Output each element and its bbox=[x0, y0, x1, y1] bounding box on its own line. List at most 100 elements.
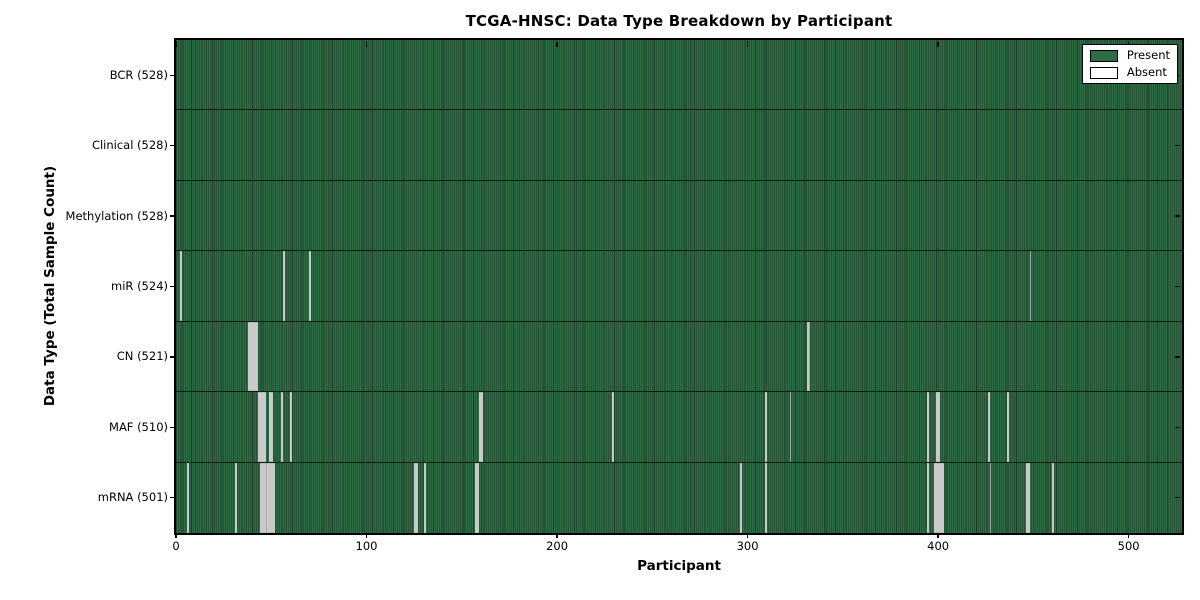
ytick-mark bbox=[1175, 497, 1180, 499]
absent-mark bbox=[926, 462, 929, 533]
absent-mark bbox=[936, 392, 939, 462]
absent-mark bbox=[938, 462, 940, 533]
row-mRNA bbox=[176, 462, 1182, 533]
ytick-mark bbox=[1175, 285, 1180, 288]
legend-label-present: Present bbox=[1126, 48, 1170, 62]
absent-mark bbox=[179, 251, 182, 321]
ytick-label-MAF: MAF (510) bbox=[109, 419, 168, 434]
xtick-mark bbox=[175, 533, 177, 538]
absent-mark bbox=[235, 462, 237, 533]
xtick-mark bbox=[556, 533, 558, 538]
xtick-mark bbox=[365, 533, 368, 538]
absent-mark bbox=[1027, 462, 1030, 533]
xtick-mark bbox=[746, 533, 749, 538]
ytick-label-miR: miR (524) bbox=[111, 279, 168, 293]
xtick-mark bbox=[746, 42, 749, 47]
absent-mark bbox=[248, 321, 251, 392]
row-Clinical bbox=[176, 110, 1182, 181]
absent-mark bbox=[789, 392, 792, 462]
absent-mark bbox=[926, 392, 929, 462]
row-BCR bbox=[176, 40, 1182, 111]
legend-label-absent: Absent bbox=[1126, 65, 1167, 79]
absent-swatch bbox=[1089, 66, 1118, 79]
absent-mark bbox=[1029, 251, 1032, 321]
absent-mark bbox=[282, 251, 285, 321]
ytick-mark bbox=[170, 497, 175, 499]
x-axis-label: Participant bbox=[637, 558, 721, 574]
absent-mark bbox=[764, 462, 767, 533]
xtick-label-0: 0 bbox=[172, 539, 180, 553]
absent-mark bbox=[259, 392, 262, 462]
xtick-mark bbox=[937, 42, 939, 47]
absent-mark bbox=[416, 462, 418, 533]
absent-mark bbox=[187, 462, 190, 533]
absent-mark bbox=[280, 392, 283, 462]
legend: Present Absent bbox=[1081, 44, 1178, 84]
absent-mark bbox=[273, 462, 276, 533]
absent-mark bbox=[267, 462, 270, 533]
absent-mark bbox=[261, 462, 264, 533]
row-MAF bbox=[176, 392, 1182, 463]
absent-mark bbox=[265, 462, 268, 533]
plot-area bbox=[176, 40, 1182, 533]
absent-mark bbox=[478, 392, 481, 462]
xtick-mark bbox=[1127, 533, 1130, 538]
absent-mark bbox=[941, 462, 944, 533]
absent-mark bbox=[254, 321, 256, 392]
xtick-mark bbox=[937, 533, 939, 538]
ytick-label-mRNA: mRNA (501) bbox=[97, 490, 168, 505]
absent-mark bbox=[739, 462, 742, 533]
xtick-label-300: 300 bbox=[736, 539, 759, 553]
present-swatch bbox=[1089, 49, 1118, 62]
absent-mark bbox=[936, 462, 939, 533]
absent-mark bbox=[259, 462, 262, 533]
row-CN bbox=[176, 321, 1182, 393]
absent-mark bbox=[250, 321, 253, 392]
xtick-mark bbox=[175, 42, 177, 47]
absent-mark bbox=[934, 462, 937, 533]
absent-mark bbox=[309, 251, 312, 321]
xtick-label-400: 400 bbox=[927, 539, 950, 553]
absent-mark bbox=[263, 462, 266, 533]
absent-mark bbox=[612, 392, 615, 462]
absent-mark bbox=[480, 392, 483, 462]
ytick-mark bbox=[170, 74, 175, 76]
absent-mark bbox=[477, 462, 479, 533]
ytick-label-Clinical: Clinical (528) bbox=[91, 138, 168, 153]
ytick-mark bbox=[170, 285, 175, 288]
ytick-mark bbox=[170, 426, 175, 429]
absent-mark bbox=[257, 392, 260, 462]
absent-mark bbox=[414, 462, 417, 533]
ytick-mark bbox=[170, 215, 175, 217]
absent-mark bbox=[475, 462, 478, 533]
xtick-label-500: 500 bbox=[1117, 539, 1140, 553]
absent-mark bbox=[263, 392, 266, 462]
xtick-label-200: 200 bbox=[546, 539, 569, 553]
ytick-mark bbox=[1175, 356, 1180, 358]
legend-entry-absent: Absent bbox=[1089, 65, 1170, 79]
absent-mark bbox=[271, 462, 274, 533]
absent-mark bbox=[1025, 462, 1028, 533]
absent-mark bbox=[806, 321, 809, 392]
absent-mark bbox=[252, 321, 255, 392]
row-miR bbox=[176, 251, 1182, 322]
absent-mark bbox=[808, 321, 811, 392]
absent-mark bbox=[987, 392, 990, 462]
absent-mark bbox=[938, 392, 940, 462]
absent-mark bbox=[261, 392, 264, 462]
absent-mark bbox=[256, 321, 258, 392]
absent-mark bbox=[940, 462, 942, 533]
absent-mark bbox=[989, 462, 992, 533]
legend-entry-present: Present bbox=[1089, 48, 1170, 62]
xtick-label-100: 100 bbox=[355, 539, 378, 553]
ytick-mark bbox=[170, 144, 175, 147]
absent-mark bbox=[271, 392, 274, 462]
absent-mark bbox=[1052, 462, 1055, 533]
xtick-mark bbox=[365, 42, 368, 47]
absent-mark bbox=[423, 462, 426, 533]
absent-mark bbox=[269, 392, 272, 462]
ytick-label-CN: CN (521) bbox=[116, 349, 168, 364]
row-Methylation bbox=[176, 180, 1182, 252]
absent-mark bbox=[290, 392, 293, 462]
